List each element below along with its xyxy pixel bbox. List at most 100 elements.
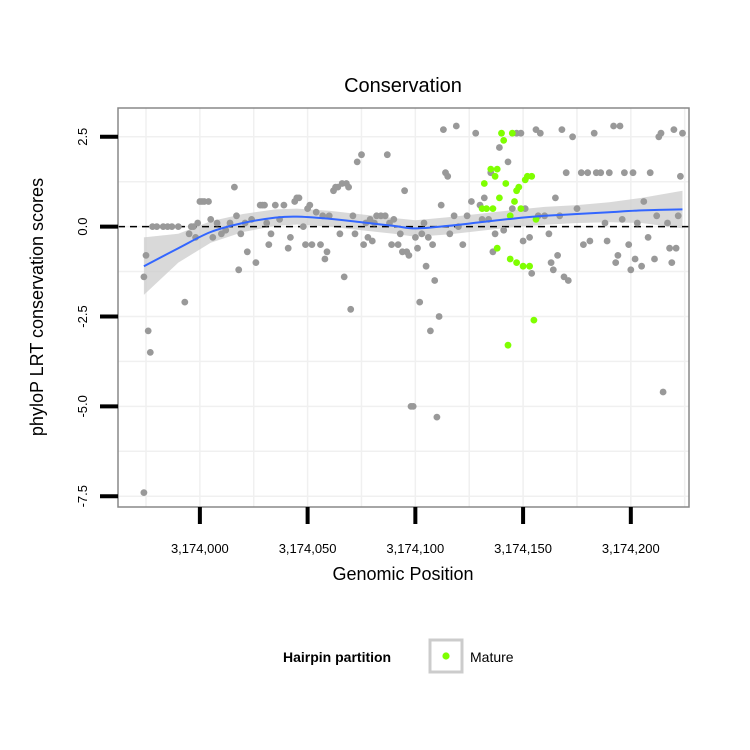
data-point <box>616 122 624 130</box>
data-point <box>558 126 566 133</box>
data-point <box>646 169 654 177</box>
data-point-mature <box>513 187 520 195</box>
data-point <box>545 230 553 238</box>
legend-title: Hairpin partition <box>283 649 391 665</box>
data-point <box>668 259 676 266</box>
data-point <box>418 230 426 238</box>
data-point <box>547 259 555 266</box>
legend-key-mature <box>442 652 450 660</box>
data-point <box>472 129 480 137</box>
data-point-mature <box>517 205 525 213</box>
data-point <box>496 144 503 151</box>
x-tick-label: 3,174,150 <box>494 541 552 556</box>
data-point <box>360 241 367 249</box>
data-point-mature <box>513 259 520 266</box>
data-point <box>420 219 428 227</box>
data-point <box>672 244 680 252</box>
data-point <box>640 198 648 205</box>
data-point <box>644 234 652 241</box>
data-point <box>480 194 488 202</box>
data-point-mature <box>480 180 488 187</box>
data-point <box>414 244 421 252</box>
data-point <box>347 305 355 313</box>
x-axis-label: Genomic Position <box>332 564 473 584</box>
data-point <box>287 234 294 241</box>
data-point <box>317 241 324 249</box>
data-point <box>351 230 359 238</box>
data-point <box>633 219 641 227</box>
data-point-mature <box>530 316 538 324</box>
data-point <box>194 219 202 227</box>
data-point <box>368 237 376 245</box>
data-point-mature <box>493 244 501 252</box>
data-point <box>554 252 561 259</box>
y-tick-label: 0.0 <box>75 218 90 236</box>
data-point <box>468 198 475 205</box>
data-point <box>435 313 443 320</box>
data-point <box>140 489 148 496</box>
data-point-mature <box>496 194 503 202</box>
data-point <box>584 169 592 177</box>
data-point <box>552 194 559 202</box>
data-point <box>308 241 316 249</box>
data-point <box>431 277 439 284</box>
data-point-mature <box>511 198 518 205</box>
data-point <box>627 266 635 274</box>
chart-title: Conservation <box>344 75 462 97</box>
y-axis: -7.5 -5.0 -2.5 0.0 2.5 <box>75 128 118 507</box>
data-point <box>213 219 221 227</box>
data-point <box>580 241 587 249</box>
data-point <box>267 230 275 238</box>
x-tick-label: 3,174,050 <box>279 541 337 556</box>
data-point <box>536 129 544 137</box>
data-point <box>340 273 348 281</box>
smooth-trend-line <box>143 208 683 268</box>
data-point-mature <box>500 137 508 144</box>
data-point-mature <box>489 205 497 213</box>
data-point <box>569 133 576 141</box>
data-point <box>670 126 678 133</box>
data-point <box>388 241 395 249</box>
data-point <box>666 244 673 252</box>
data-point-mature <box>493 165 501 173</box>
data-point <box>437 201 445 209</box>
data-point <box>528 270 536 277</box>
data-point <box>422 262 430 270</box>
data-point <box>427 327 434 335</box>
data-point <box>284 244 292 252</box>
data-point <box>429 241 436 249</box>
data-point-mature <box>532 216 540 223</box>
data-point <box>653 212 661 220</box>
data-point <box>577 169 585 177</box>
data-point <box>394 241 402 249</box>
data-point <box>504 158 512 166</box>
data-point <box>280 201 288 209</box>
data-point <box>312 208 320 216</box>
data-point <box>233 212 240 220</box>
data-point-mature <box>502 180 510 187</box>
data-point <box>618 216 626 223</box>
data-point <box>625 241 633 249</box>
data-point <box>677 172 684 180</box>
data-point <box>265 241 273 249</box>
data-point <box>390 216 398 223</box>
x-tick-label: 3,174,100 <box>386 541 444 556</box>
data-point <box>500 226 508 234</box>
x-axis: 3,174,000 3,174,050 3,174,100 3,174,150 3,17… <box>171 507 660 556</box>
y-tick-label: -5.0 <box>75 395 90 417</box>
data-point <box>263 219 271 227</box>
x-tick-label: 3,174,200 <box>602 541 660 556</box>
data-point <box>412 234 419 241</box>
data-point <box>323 248 331 256</box>
data-point <box>243 248 251 256</box>
data-point <box>174 223 182 231</box>
data-point <box>463 212 471 220</box>
data-point <box>424 234 432 241</box>
data-point <box>621 169 628 177</box>
data-point <box>564 277 572 284</box>
data-point <box>302 241 309 249</box>
data-point <box>631 255 639 263</box>
data-point <box>651 255 658 263</box>
data-point-mature <box>526 262 533 270</box>
